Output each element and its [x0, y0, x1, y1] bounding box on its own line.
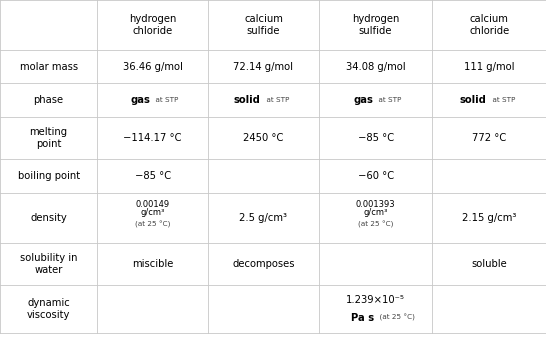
Text: hydrogen
sulfide: hydrogen sulfide	[352, 14, 399, 36]
Text: 0.001393: 0.001393	[356, 200, 395, 209]
Text: at STP: at STP	[374, 97, 401, 103]
Text: molar mass: molar mass	[20, 62, 78, 72]
Text: density: density	[30, 212, 67, 223]
Text: 72.14 g/mol: 72.14 g/mol	[234, 62, 293, 72]
Text: 2.15 g/cm³: 2.15 g/cm³	[462, 212, 517, 223]
Text: 2.5 g/cm³: 2.5 g/cm³	[240, 212, 287, 223]
Text: gas: gas	[353, 95, 373, 105]
Text: soluble: soluble	[471, 259, 507, 269]
Text: gas: gas	[130, 95, 150, 105]
Text: solid: solid	[460, 95, 486, 105]
Text: g/cm³: g/cm³	[364, 208, 388, 217]
Text: decomposes: decomposes	[232, 259, 295, 269]
Text: at STP: at STP	[262, 97, 289, 103]
Text: (at 25 °C): (at 25 °C)	[358, 221, 393, 228]
Text: Pa s: Pa s	[352, 313, 375, 323]
Text: g/cm³: g/cm³	[140, 208, 165, 217]
Text: 2450 °C: 2450 °C	[244, 133, 283, 143]
Text: 36.46 g/mol: 36.46 g/mol	[123, 62, 182, 72]
Text: solubility in
water: solubility in water	[20, 253, 78, 275]
Text: miscible: miscible	[132, 259, 173, 269]
Text: (at 25 °C): (at 25 °C)	[375, 314, 415, 321]
Text: phase: phase	[33, 95, 64, 105]
Text: 34.08 g/mol: 34.08 g/mol	[346, 62, 406, 72]
Text: at STP: at STP	[151, 97, 179, 103]
Text: −85 °C: −85 °C	[358, 133, 394, 143]
Text: dynamic
viscosity: dynamic viscosity	[27, 298, 70, 320]
Text: 1.239×10⁻⁵: 1.239×10⁻⁵	[346, 295, 405, 304]
Text: −114.17 °C: −114.17 °C	[123, 133, 182, 143]
Text: hydrogen
chloride: hydrogen chloride	[129, 14, 176, 36]
Text: solid: solid	[234, 95, 261, 105]
Text: boiling point: boiling point	[17, 171, 80, 181]
Text: calcium
chloride: calcium chloride	[469, 14, 509, 36]
Text: melting
point: melting point	[29, 127, 68, 149]
Text: calcium
sulfide: calcium sulfide	[244, 14, 283, 36]
Text: 0.00149: 0.00149	[135, 200, 170, 209]
Text: 111 g/mol: 111 g/mol	[464, 62, 514, 72]
Text: at STP: at STP	[488, 97, 515, 103]
Text: −60 °C: −60 °C	[358, 171, 394, 181]
Text: 772 °C: 772 °C	[472, 133, 506, 143]
Text: −85 °C: −85 °C	[134, 171, 171, 181]
Text: (at 25 °C): (at 25 °C)	[135, 221, 170, 228]
